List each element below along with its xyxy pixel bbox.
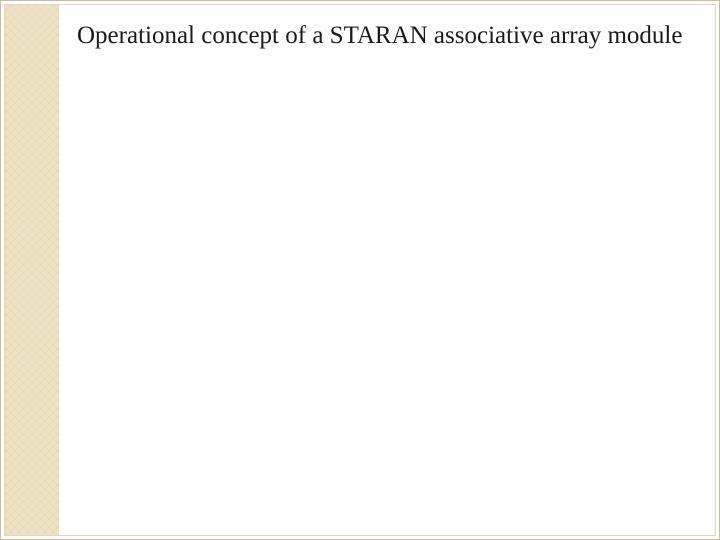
sidebar-texture xyxy=(5,5,59,535)
slide-title: Operational concept of a STARAN associat… xyxy=(77,21,697,52)
slide: Operational concept of a STARAN associat… xyxy=(0,0,720,540)
slide-inner-border: Operational concept of a STARAN associat… xyxy=(4,4,716,536)
content-area: Operational concept of a STARAN associat… xyxy=(59,5,715,535)
